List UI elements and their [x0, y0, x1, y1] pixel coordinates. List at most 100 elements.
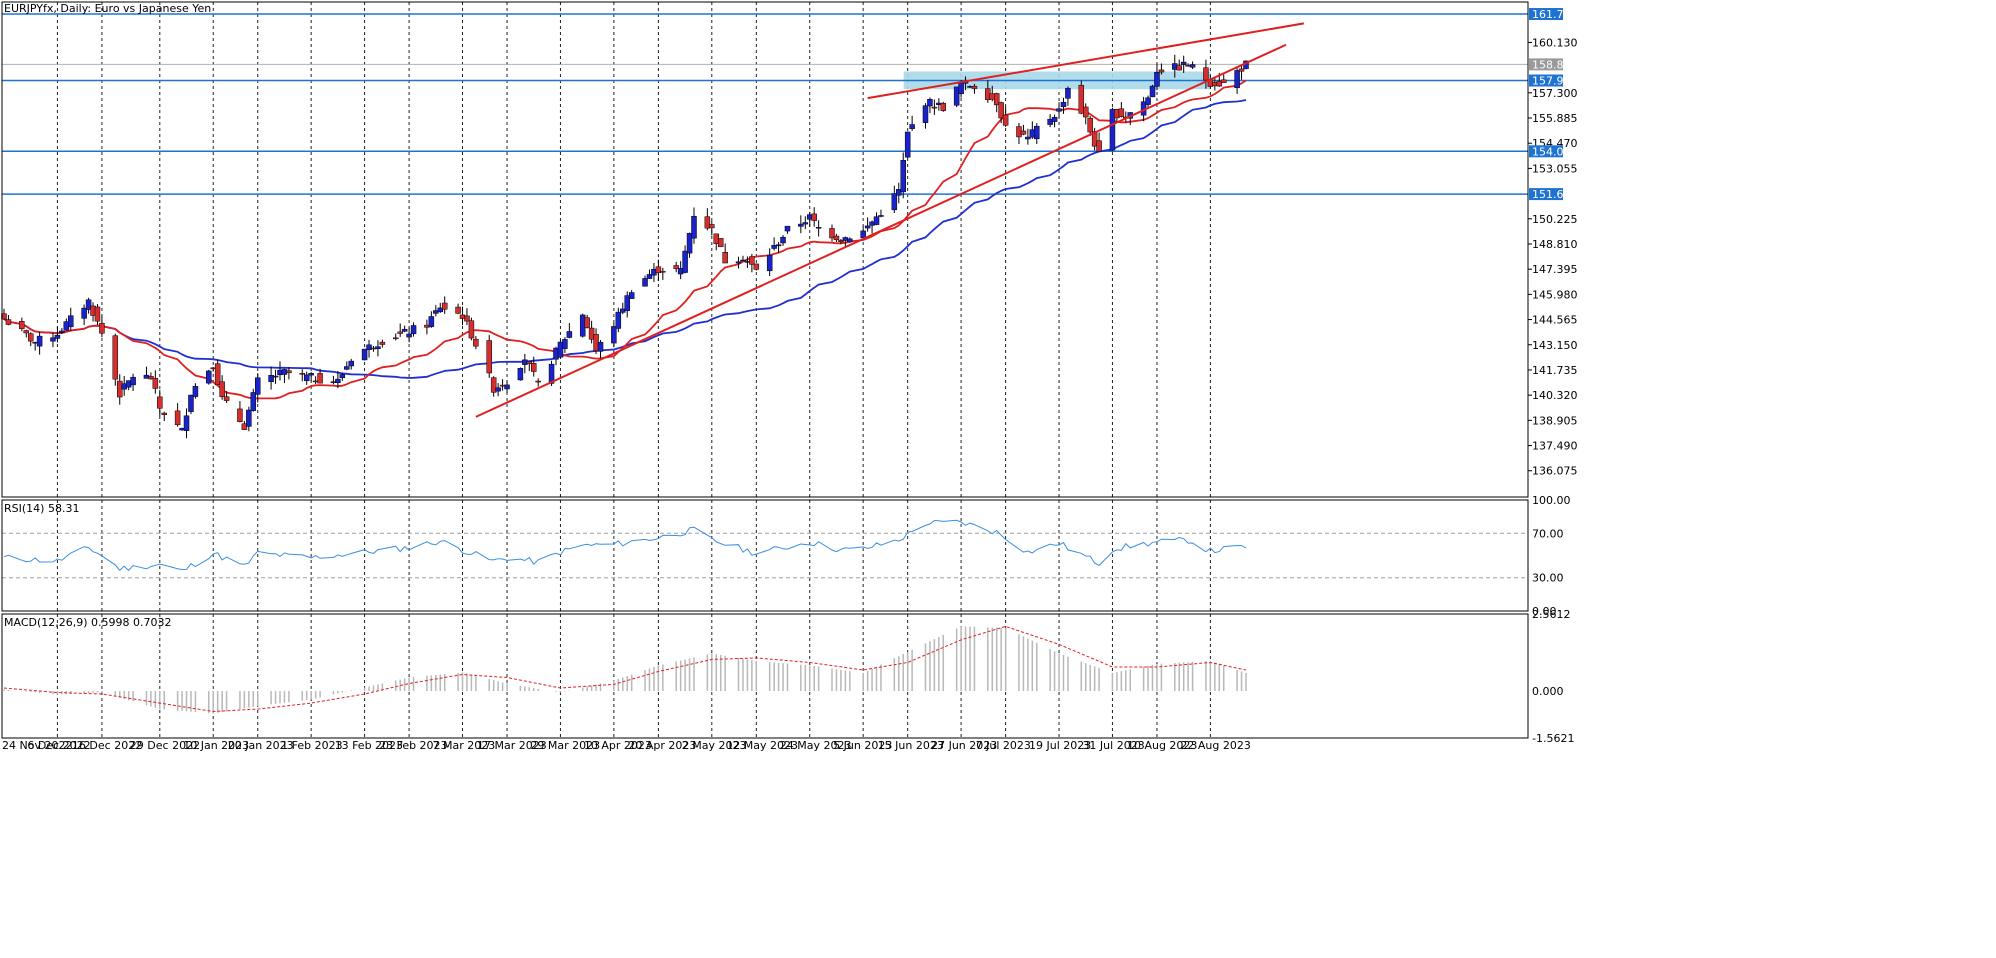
bull-candle	[130, 376, 136, 386]
bull-candle	[361, 348, 368, 361]
bear-candle	[112, 335, 119, 380]
bull-candle	[548, 363, 555, 384]
rsi-title: RSI(14) 58.31	[4, 502, 79, 515]
rsi-y-tick-label: 0.00	[1532, 605, 1557, 618]
bull-candle	[628, 292, 635, 299]
bull-candle	[847, 238, 853, 243]
price-tag-box	[1529, 188, 1563, 201]
bear-candle	[157, 396, 163, 409]
bull-candle	[366, 344, 372, 350]
bear-candle	[19, 321, 25, 330]
x-tick-label: 10 Aug 2023	[1127, 739, 1197, 752]
bear-candle	[286, 370, 292, 374]
bull-candle	[771, 245, 777, 249]
x-tick-label: 27 Jun 2023	[931, 739, 997, 752]
bear-candle	[397, 331, 403, 334]
bear-candle	[1203, 67, 1209, 81]
bull-candle	[272, 375, 279, 378]
x-tick-label: 2 May 2023	[682, 739, 747, 752]
macd-title: MACD(12,26,9) 0.5998 0.7032	[4, 616, 172, 629]
bear-candle	[174, 410, 181, 425]
bull-candle	[335, 378, 341, 383]
macd-y-tick-label: -1.5621	[1532, 732, 1574, 745]
price-tag-box	[1529, 8, 1563, 21]
bear-candle	[486, 340, 492, 374]
bull-candle	[246, 409, 252, 427]
bull-candle	[54, 334, 61, 339]
ma-slow-line	[3, 99, 1247, 379]
bull-candle	[562, 339, 568, 349]
bull-candle	[1060, 102, 1067, 108]
macd-panel: MACD(12,26,9) 0.5998 0.7032	[3, 616, 1247, 714]
bull-candle	[927, 99, 933, 107]
x-tick-label: 22 Aug 2023	[1180, 739, 1250, 752]
x-tick-label: 29 Dec 2022	[130, 739, 200, 752]
price-tag-label: 158.897	[1532, 58, 1578, 71]
x-tick-label: 16 Dec 2022	[72, 739, 142, 752]
bull-candle	[401, 328, 408, 332]
bull-candle	[1056, 108, 1062, 112]
bear-candle	[299, 372, 306, 375]
panel-frame-2	[1, 499, 1529, 612]
bull-candle	[1180, 61, 1187, 66]
bear-candle	[1087, 117, 1093, 133]
bear-candle	[1238, 68, 1245, 72]
price-tag-label: 161.725	[1532, 8, 1578, 21]
price-tag-box	[1529, 58, 1563, 71]
bull-candle	[802, 222, 809, 225]
bear-candle	[971, 85, 978, 89]
chart-title-suffix: fx, Daily: Euro vs Japanese Yen	[43, 2, 211, 15]
x-tick-label: 31 Jul 2023	[1082, 739, 1144, 752]
x-tick-label: 24 Nov 2022	[2, 739, 72, 752]
chart-title-symbol: EURJPY	[4, 2, 43, 15]
bear-candle	[1020, 130, 1027, 135]
bear-candle	[1078, 85, 1085, 114]
bear-candle	[673, 265, 679, 270]
bull-candle	[1109, 109, 1116, 151]
bull-candle	[348, 360, 354, 367]
bull-candle	[85, 299, 92, 310]
bear-candle	[1091, 131, 1098, 147]
bear-candle	[473, 338, 479, 347]
bull-candle	[682, 250, 688, 273]
rsi-line	[3, 519, 1247, 572]
bear-candle	[1158, 69, 1165, 73]
bull-candle	[1034, 125, 1040, 140]
y-tick-label: 143.150	[1532, 339, 1578, 352]
bull-candle	[780, 237, 786, 244]
x-tick-label: 7 Mar 2023	[433, 739, 496, 752]
x-tick-label: 23 Feb 2023	[379, 739, 447, 752]
bear-candle	[464, 315, 470, 322]
rsi-y-tick-label: 100.00	[1532, 494, 1571, 507]
trendline-lower	[475, 43, 1287, 418]
y-tick-label: 145.980	[1532, 288, 1578, 301]
bear-candle	[161, 412, 168, 415]
bear-candle	[317, 373, 323, 384]
bull-candle	[740, 259, 746, 262]
price-tag-box	[1529, 145, 1563, 158]
bull-candle	[206, 370, 212, 384]
y-tick-label: 150.225	[1532, 213, 1578, 226]
bull-candle	[686, 233, 693, 254]
x-tick-label: 5 Jun 2023	[833, 739, 892, 752]
bear-candle	[148, 376, 154, 380]
bull-candle	[646, 274, 653, 279]
bull-candle	[909, 124, 915, 129]
bull-candle	[504, 384, 510, 390]
bear-candle	[23, 330, 30, 334]
bear-candle	[584, 317, 590, 328]
chart-title: EURJPYfx, Daily: Euro vs Japanese Yen	[4, 2, 211, 15]
bear-candle	[214, 363, 221, 385]
bear-candle	[704, 216, 711, 229]
bull-candle	[59, 330, 65, 333]
bull-candle	[891, 193, 898, 211]
y-tick-label: 144.565	[1532, 314, 1578, 327]
y-tick-label: 148.810	[1532, 238, 1578, 251]
bear-candle	[588, 327, 595, 340]
bull-candle	[1154, 71, 1160, 87]
bull-candle	[1149, 85, 1156, 98]
bull-candle	[873, 216, 880, 225]
bear-candle	[993, 93, 1000, 106]
x-tick-label: 10 Jan 2023	[183, 739, 249, 752]
